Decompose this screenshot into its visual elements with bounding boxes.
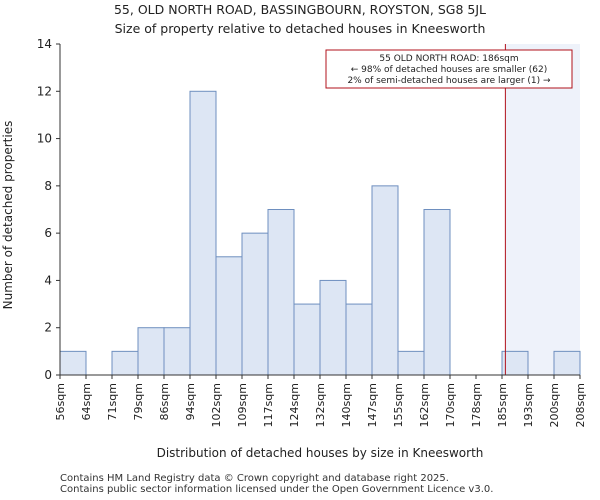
bar-140sqm xyxy=(345,303,373,376)
y-axis-ticks: 0 2 4 6 8 10 12 14 xyxy=(37,37,60,382)
footer-line-1: Contains HM Land Registry data © Crown c… xyxy=(60,473,449,484)
annotation-line-2: ← 98% of detached houses are smaller (62… xyxy=(351,65,548,75)
x-tick-label: 102sqm xyxy=(210,383,223,427)
bar-102sqm xyxy=(215,256,243,376)
bar-124sqm xyxy=(293,303,321,376)
annotation-line-1: 55 OLD NORTH ROAD: 186sqm xyxy=(379,54,518,64)
bar-185sqm xyxy=(501,350,529,376)
bar-94sqm xyxy=(189,90,217,376)
bar-86sqm xyxy=(163,327,191,376)
x-tick-label: 94sqm xyxy=(184,383,197,420)
y-tick-label: 6 xyxy=(44,226,52,240)
y-tick-label: 4 xyxy=(44,273,52,287)
x-tick-label: 132sqm xyxy=(314,383,327,427)
chart-title-line-1: 55, OLD NORTH ROAD, BASSINGBOURN, ROYSTO… xyxy=(113,2,487,17)
chart-title-line-2: Size of property relative to detached ho… xyxy=(114,21,486,36)
bar-117sqm xyxy=(267,209,295,376)
x-tick-label: 193sqm xyxy=(522,383,535,427)
bar-71sqm xyxy=(111,350,139,376)
x-tick-label: 64sqm xyxy=(80,383,93,420)
x-tick-label: 147sqm xyxy=(366,383,379,427)
y-tick-label: 8 xyxy=(44,179,52,193)
footer-line-2: Contains public sector information licen… xyxy=(60,484,494,495)
y-tick-label: 10 xyxy=(37,132,52,146)
x-tick-label: 79sqm xyxy=(132,383,145,420)
x-axis-label: Distribution of detached houses by size … xyxy=(157,446,484,460)
x-tick-label: 178sqm xyxy=(470,383,483,427)
x-tick-label: 170sqm xyxy=(444,383,457,427)
x-tick-label: 140sqm xyxy=(340,383,353,427)
x-tick-label: 117sqm xyxy=(262,383,275,427)
bar-162sqm xyxy=(423,209,451,376)
x-tick-label: 109sqm xyxy=(236,383,249,427)
annotation-border xyxy=(325,49,573,89)
x-tick-label: 56sqm xyxy=(54,383,67,420)
y-tick-label: 2 xyxy=(44,321,52,335)
y-tick-label: 14 xyxy=(37,37,52,51)
bar-56sqm xyxy=(59,350,87,376)
bar-109sqm xyxy=(241,232,269,376)
y-axis-label: Number of detached properties xyxy=(1,121,15,310)
bar-155sqm xyxy=(397,350,425,376)
y-tick-label: 0 xyxy=(44,368,52,382)
x-tick-label: 71sqm xyxy=(106,383,119,420)
highlight-region xyxy=(505,44,580,375)
x-tick-label: 155sqm xyxy=(392,383,405,427)
x-tick-label: 185sqm xyxy=(496,383,509,427)
x-tick-label: 208sqm xyxy=(574,383,587,427)
annotation-line-3: 2% of semi-detached houses are larger (1… xyxy=(347,76,551,86)
bar-132sqm xyxy=(319,279,347,376)
x-axis-ticks: 56sqm 64sqm 71sqm 79sqm 86sqm 94sqm 102sqm 109s… xyxy=(54,375,587,427)
annotation-box: 55 OLD NORTH ROAD: 186sqm ← 98% of detac… xyxy=(325,49,573,89)
x-tick-label: 162sqm xyxy=(418,383,431,427)
bar-200sqm xyxy=(553,350,581,376)
x-tick-label: 124sqm xyxy=(288,383,301,427)
bar-79sqm xyxy=(137,327,165,376)
x-tick-label: 86sqm xyxy=(158,383,171,420)
y-tick-label: 12 xyxy=(37,84,52,98)
bar-147sqm xyxy=(371,185,399,376)
x-tick-label: 200sqm xyxy=(548,383,561,427)
bar-group xyxy=(59,90,581,376)
